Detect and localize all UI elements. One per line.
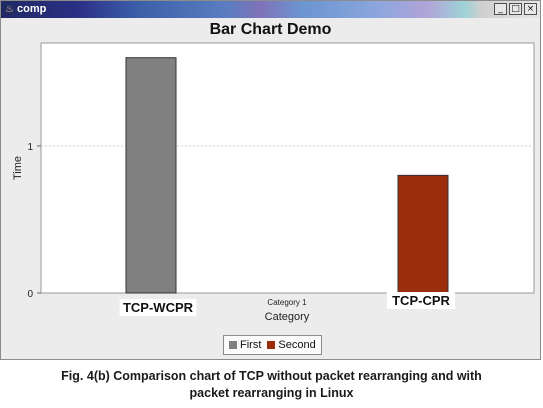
chart-title: Bar Chart Demo <box>209 21 332 38</box>
figure-caption: Fig. 4(b) Comparison chart of TCP withou… <box>0 368 543 402</box>
y-tick-label: 0 <box>27 289 33 300</box>
close-button[interactable]: × <box>524 3 537 15</box>
legend-item-second: Second <box>267 339 316 351</box>
x-axis-label: Category <box>265 311 310 323</box>
maximize-button[interactable]: □ <box>509 3 522 15</box>
legend: First Second <box>223 335 322 355</box>
legend-swatch-second <box>267 341 276 349</box>
bar-second-tcp-cpr <box>397 174 449 294</box>
legend-swatch-first <box>229 341 237 349</box>
category-label-bg <box>386 292 456 309</box>
legend-label-second: Second <box>278 339 316 351</box>
plot-area <box>40 42 535 294</box>
minimize-button[interactable]: _ <box>494 3 507 15</box>
chart-window: ♨ comp _ □ × Bar Chart Demo 0 1 Time TCP-WC… <box>0 0 541 360</box>
category-label: TCP-CPR <box>392 293 450 308</box>
caption-line-2: packet rearranging in Linux <box>189 386 354 400</box>
bar-first-tcp-wcpr <box>125 57 177 294</box>
y-tick-label: 1 <box>27 142 33 153</box>
title-bar[interactable]: ♨ comp _ □ × <box>1 1 540 18</box>
java-app-icon: ♨ <box>5 4 14 15</box>
legend-label-first: First <box>240 339 262 351</box>
category-label: TCP-WCPR <box>123 300 194 315</box>
category-axis-title: Category 1 <box>267 298 307 307</box>
caption-line-1: Fig. 4(b) Comparison chart of TCP withou… <box>61 369 482 383</box>
legend-item-first: First <box>229 339 261 351</box>
y-axis-label: Time <box>12 156 24 180</box>
category-label-bg <box>119 299 197 316</box>
window-title: comp <box>17 3 47 15</box>
